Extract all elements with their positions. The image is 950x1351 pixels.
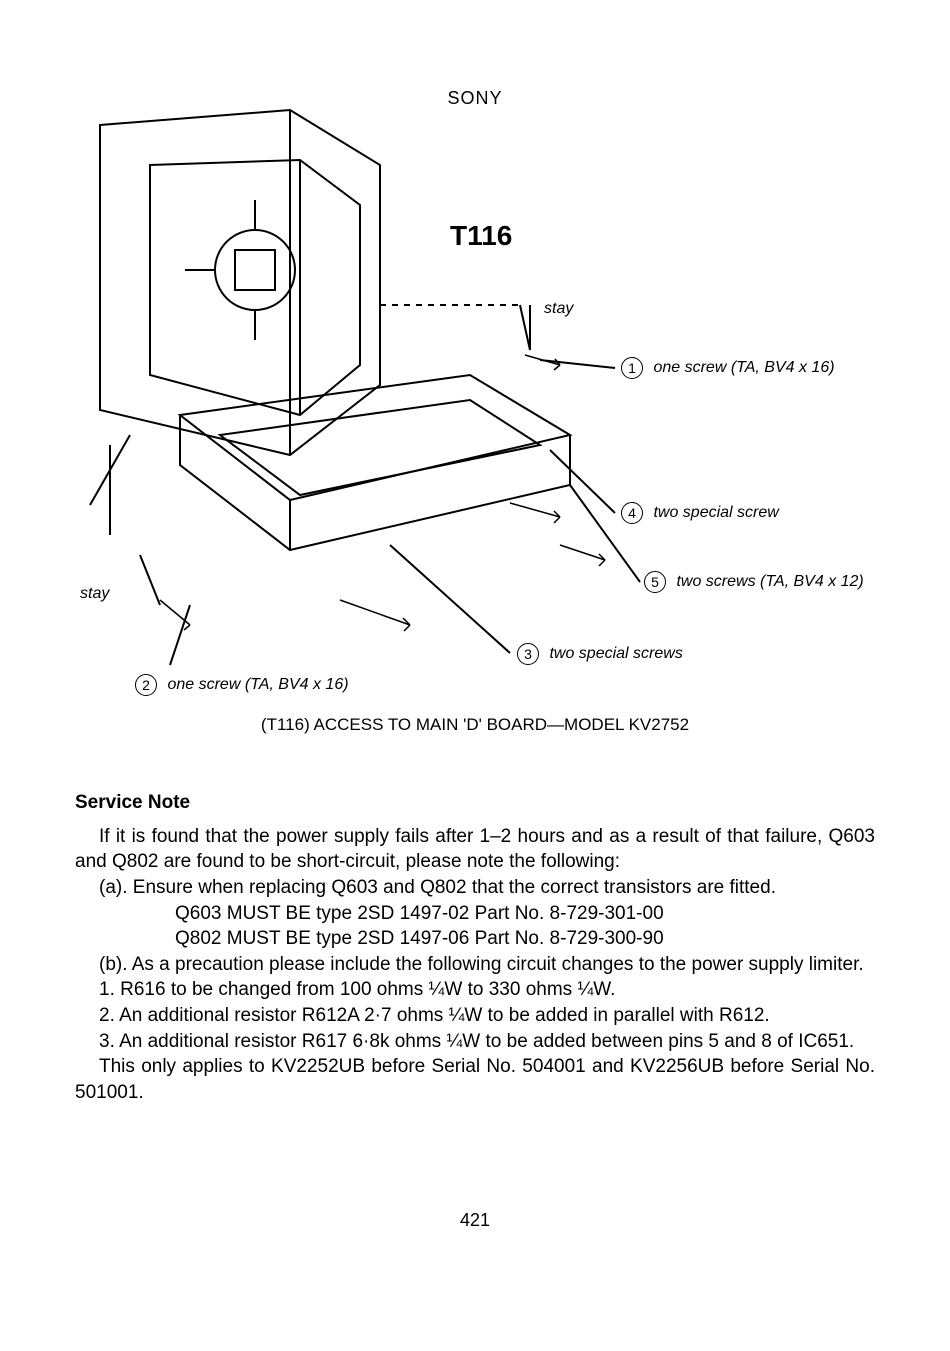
stay-label-top: stay xyxy=(544,300,573,318)
callout-4-num: 4 xyxy=(621,502,643,524)
callout-3-num: 3 xyxy=(517,643,539,665)
callout-5-num: 5 xyxy=(644,571,666,593)
callout-1-text: one screw (TA, BV4 x 16) xyxy=(653,359,834,376)
service-note: Service Note If it is found that the pow… xyxy=(75,790,875,1106)
service-q603: Q603 MUST BE type 2SD 1497-02 Part No. 8… xyxy=(175,901,875,927)
callout-3-text: two special screws xyxy=(549,645,682,662)
callout-5: 5 two screws (TA, BV4 x 12) xyxy=(644,571,864,593)
service-pb: (b). As a precaution please include the … xyxy=(75,952,875,978)
diagram-svg xyxy=(40,105,910,695)
service-note-heading: Service Note xyxy=(75,790,875,816)
service-pend: This only applies to KV2252UB before Ser… xyxy=(75,1054,875,1105)
callout-1-num: 1 xyxy=(621,357,643,379)
callout-2-text: one screw (TA, BV4 x 16) xyxy=(167,676,348,693)
callout-2-num: 2 xyxy=(135,674,157,696)
service-n1: 1. R616 to be changed from 100 ohms ¼W t… xyxy=(75,977,875,1003)
callout-4-text: two special screw xyxy=(653,504,778,521)
page-number: 421 xyxy=(0,1210,950,1231)
callout-4: 4 two special screw xyxy=(621,502,779,524)
callout-5-text: two screws (TA, BV4 x 12) xyxy=(676,573,863,590)
exploded-diagram: T116 stay stay 1 one screw (TA, BV4 x 16… xyxy=(40,105,910,695)
callout-1: 1 one screw (TA, BV4 x 16) xyxy=(621,357,835,379)
stay-label-left: stay xyxy=(80,585,109,603)
callout-2: 2 one screw (TA, BV4 x 16) xyxy=(135,674,349,696)
service-q802: Q802 MUST BE type 2SD 1497-06 Part No. 8… xyxy=(175,926,875,952)
page: SONY xyxy=(0,0,950,1351)
figure-caption: (T116) ACCESS TO MAIN 'D' BOARD—MODEL KV… xyxy=(0,715,950,735)
service-n2: 2. An additional resistor R612A 2·7 ohms… xyxy=(75,1003,875,1029)
callout-3: 3 two special screws xyxy=(517,643,683,665)
diagram-title: T116 xyxy=(450,220,512,252)
service-p1: If it is found that the power supply fai… xyxy=(75,824,875,875)
service-pa: (a). Ensure when replacing Q603 and Q802… xyxy=(75,875,875,901)
service-n3: 3. An additional resistor R617 6·8k ohms… xyxy=(75,1029,875,1055)
